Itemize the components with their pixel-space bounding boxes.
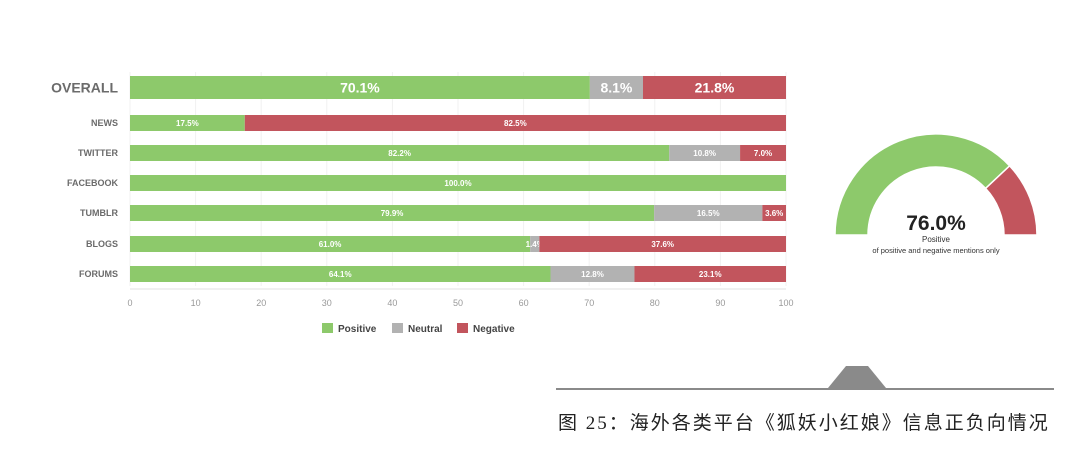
legend-label-positive: Positive (338, 324, 377, 335)
category-label-tumblr: TUMBLR (80, 208, 118, 218)
x-tick-label-100: 100 (778, 298, 793, 308)
x-tick-label-90: 90 (715, 298, 725, 308)
legend-swatch-positive (322, 323, 333, 333)
bar-forums-negative (634, 266, 786, 282)
data-label-tumblr-positive: 79.9% (381, 209, 404, 218)
data-label-overall-positive: 70.1% (340, 80, 380, 96)
bar-twitter-neutral (669, 145, 741, 161)
category-label-news: NEWS (91, 118, 118, 128)
platform-sentiment-bar-chart: OVERALL 70.1% 8.1% 21.8% NEWS 17.5% 82.5% TWITT… (51, 72, 794, 308)
data-label-news-positive: 17.5% (176, 119, 199, 128)
category-label-blogs: BLOGS (86, 239, 118, 249)
category-label-overall: OVERALL (51, 80, 118, 96)
bar-facebook-positive (130, 175, 786, 191)
x-tick-label-70: 70 (584, 298, 594, 308)
category-label-forums: FORUMS (79, 269, 118, 279)
data-label-forums-neutral: 12.8% (581, 270, 604, 279)
data-label-forums-positive: 64.1% (329, 270, 352, 279)
bar-tumblr-negative (762, 205, 786, 221)
category-label-twitter: TWITTER (78, 148, 118, 158)
data-label-twitter-negative: 7.0% (754, 149, 772, 158)
data-label-forums-negative: 23.1% (699, 270, 722, 279)
x-tick-label-10: 10 (191, 298, 201, 308)
bar-tumblr-positive (130, 205, 655, 221)
gauge-segment-positive (834, 133, 1011, 236)
chart-legend: Positive Neutral Negative (322, 323, 515, 335)
data-label-facebook-positive: 100.0% (444, 179, 471, 188)
gauge-value-label: 76.0% (906, 212, 966, 235)
bar-overall-positive (130, 76, 590, 99)
bar-blogs-negative (539, 236, 786, 252)
bar-blogs-positive (130, 236, 531, 252)
bar-overall-neutral (589, 76, 643, 99)
x-tick-label-50: 50 (453, 298, 463, 308)
data-label-twitter-positive: 82.2% (388, 149, 411, 158)
bar-twitter-negative (740, 145, 786, 161)
legend-swatch-negative (457, 323, 468, 333)
caption-divider (556, 366, 1054, 390)
gauge-sublabel: of positive and negative mentions only (872, 246, 999, 255)
data-label-blogs-positive: 61.0% (319, 240, 342, 249)
category-label-facebook: FACEBOOK (67, 178, 119, 188)
bar-forums-neutral (550, 266, 635, 282)
x-tick-label-30: 30 (322, 298, 332, 308)
data-label-blogs-neutral: 1.4% (526, 240, 544, 249)
bar-twitter-positive (130, 145, 670, 161)
x-tick-label-60: 60 (519, 298, 529, 308)
data-label-overall-neutral: 8.1% (600, 80, 632, 96)
bar-tumblr-neutral (654, 205, 763, 221)
gauge-series-label: Positive (922, 235, 951, 244)
data-label-tumblr-neutral: 16.5% (697, 209, 720, 218)
x-tick-label-20: 20 (256, 298, 266, 308)
bar-news-positive (130, 115, 245, 131)
data-label-tumblr-negative: 3.6% (765, 209, 783, 218)
data-label-overall-negative: 21.8% (695, 80, 735, 96)
bar-news-negative (244, 115, 787, 131)
figure-caption: 图 25：海外各类平台《狐妖小红娘》信息正负向情况 (558, 413, 1050, 434)
bar-overall-negative (642, 76, 786, 99)
data-label-news-negative: 82.5% (504, 119, 527, 128)
x-tick-label-0: 0 (127, 298, 132, 308)
bar-forums-positive (130, 266, 551, 282)
legend-label-neutral: Neutral (408, 324, 443, 335)
legend-swatch-neutral (392, 323, 403, 333)
x-tick-label-80: 80 (650, 298, 660, 308)
bar-blogs-neutral (530, 236, 540, 252)
data-label-twitter-neutral: 10.8% (693, 149, 716, 158)
data-label-blogs-negative: 37.6% (651, 240, 674, 249)
divider-triangle-mark (828, 366, 886, 388)
gauge-segment-negative (984, 164, 1038, 236)
legend-label-negative: Negative (473, 324, 515, 335)
x-tick-label-40: 40 (387, 298, 397, 308)
positive-gauge-chart: 76.0%Positive of positive and negative me… (834, 133, 1038, 255)
